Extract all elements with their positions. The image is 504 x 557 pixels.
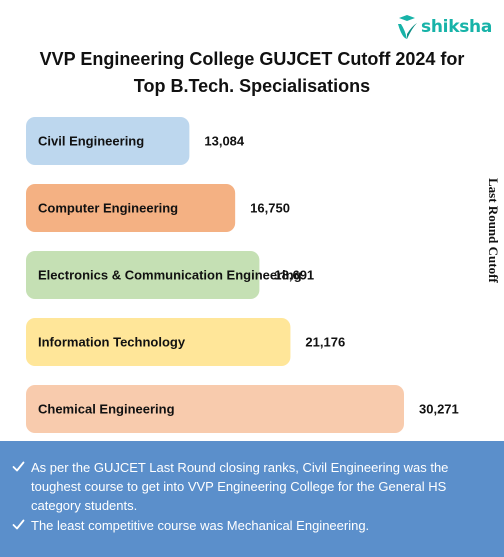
bar: [26, 318, 291, 366]
category-label: Civil Engineering: [38, 134, 144, 149]
category-label: Chemical Engineering: [38, 402, 175, 417]
chart-title: VVP Engineering College GUJCET Cutoff 20…: [39, 49, 465, 96]
note-text: As per the GUJCET Last Round closing ran…: [31, 460, 449, 513]
graduate-cap-icon: [398, 15, 418, 39]
category-label: Electronics & Communication Engineering: [38, 268, 302, 283]
value-label: 30,271: [419, 402, 459, 417]
category-label: Information Technology: [38, 335, 186, 350]
bar: [26, 184, 236, 232]
value-label: 13,084: [204, 134, 245, 149]
y-axis-label: Last Round Cutoff: [486, 178, 501, 283]
bar: [26, 117, 190, 165]
bar: [26, 251, 260, 299]
note-item: As per the GUJCET Last Round closing ran…: [12, 458, 494, 515]
brand-name: shiksha: [421, 17, 492, 37]
value-label: 18,691: [274, 268, 314, 283]
value-label: 21,176: [305, 335, 345, 350]
shiksha-logo: shiksha: [395, 14, 492, 40]
notes-panel: As per the GUJCET Last Round closing ran…: [0, 441, 504, 557]
bar-chart: Civil Engineering 13,084 Computer Engineer…: [26, 117, 459, 433]
checkmark-icon: [12, 461, 25, 472]
bar: [26, 385, 404, 433]
checkmark-icon: [12, 519, 25, 530]
category-label: Computer Engineering: [38, 201, 178, 216]
note-text: The least competitive course was Mechani…: [31, 518, 370, 533]
note-item: The least competitive course was Mechani…: [12, 516, 494, 535]
value-label: 16,750: [250, 201, 290, 216]
